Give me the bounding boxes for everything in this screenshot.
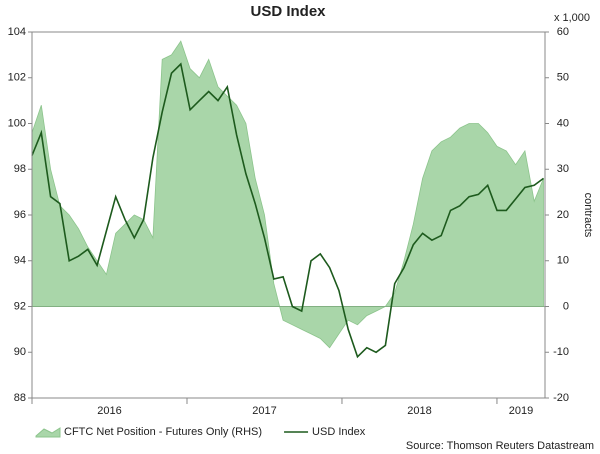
y2-unit: x 1,000	[554, 12, 590, 24]
legend-swatch	[35, 427, 61, 438]
y2-tick-label: 30	[557, 163, 569, 175]
line	[31, 62, 544, 359]
y2-tick-label: -20	[553, 392, 569, 404]
source: Source: Thomson Reuters Datastream	[406, 440, 594, 452]
legend-label: USD Index	[312, 426, 366, 438]
y2-axis-label: contracts	[582, 193, 594, 238]
x-tick-label: 2017	[252, 405, 276, 417]
y2-tick-label: 20	[557, 209, 569, 221]
y-tick-label: 96	[14, 209, 26, 221]
y-tick-label: 102	[8, 72, 26, 84]
y-tick-label: 100	[8, 117, 26, 129]
x-tick-label: 2019	[509, 405, 533, 417]
y2-tick-label: -10	[553, 346, 569, 358]
y2-tick-label: 10	[557, 255, 569, 267]
y-tick-label: 88	[14, 392, 26, 404]
x-tick-label: 2018	[407, 405, 431, 417]
y-tick-label: 92	[14, 300, 26, 312]
y-tick-label: 104	[8, 26, 26, 38]
area	[31, 40, 544, 349]
y2-tick-label: 40	[557, 117, 569, 129]
x-tick-label: 2016	[97, 405, 121, 417]
y-tick-label: 94	[14, 255, 26, 267]
legend-label: CFTC Net Position - Futures Only (RHS)	[64, 426, 262, 438]
y-tick-label: 90	[14, 346, 26, 358]
y2-tick-label: 60	[557, 26, 569, 38]
y-tick-label: 98	[14, 163, 26, 175]
chart-title: USD Index	[250, 3, 326, 20]
y2-tick-label: 50	[557, 72, 569, 84]
y2-tick-label: 0	[563, 300, 569, 312]
